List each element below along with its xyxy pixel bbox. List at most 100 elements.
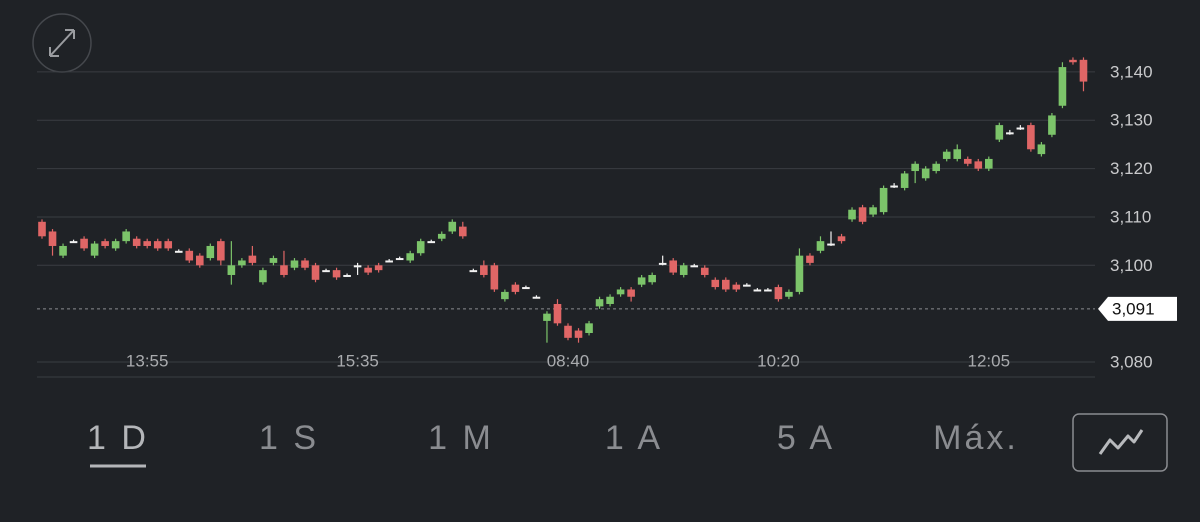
y-tick-label: 3,080 <box>1110 352 1153 371</box>
candle-body <box>1079 59 1088 82</box>
candle-body <box>206 245 215 259</box>
candle-body <box>259 270 267 283</box>
candle-body <box>269 258 278 263</box>
candle-body <box>437 233 446 239</box>
candle-body <box>248 255 257 263</box>
candle-body <box>953 149 962 159</box>
candle-body <box>743 284 751 287</box>
candle-body <box>679 265 688 275</box>
candle-body <box>122 231 130 242</box>
range-button[interactable]: 1 M <box>428 419 494 457</box>
candle-body <box>290 260 299 268</box>
candle-body <box>38 221 46 237</box>
candle-body <box>711 279 720 288</box>
candle-body <box>879 187 888 213</box>
candle-body <box>648 274 656 283</box>
candle-body <box>174 250 183 253</box>
candle-body <box>153 241 162 249</box>
candle-body <box>480 265 488 275</box>
candle-body <box>995 125 1004 140</box>
candle-body <box>911 163 919 172</box>
candle-body <box>595 299 604 307</box>
candle-body <box>637 277 646 285</box>
expand-button[interactable] <box>32 13 92 73</box>
candle-body <box>858 207 867 222</box>
candle-body <box>732 284 741 290</box>
candle-body <box>921 168 930 179</box>
range-button[interactable]: 1 A <box>605 419 663 457</box>
candle-body <box>395 258 404 261</box>
candle-body <box>48 231 57 246</box>
y-tick-label: 3,130 <box>1110 111 1153 130</box>
candle-body <box>101 241 109 246</box>
candle-body <box>1048 115 1056 135</box>
candle-body <box>616 289 625 295</box>
chart-type-icon <box>1098 429 1144 455</box>
candle-body <box>280 265 288 275</box>
candle-body <box>1069 59 1077 63</box>
range-button[interactable]: 5 A <box>777 419 835 457</box>
candle-body <box>974 161 983 169</box>
candle-body <box>238 260 246 266</box>
candle-body <box>627 289 635 297</box>
candle-body <box>59 245 67 256</box>
candle-body <box>301 260 309 268</box>
candle-body <box>322 270 330 273</box>
candle-body <box>932 163 940 172</box>
candle-body <box>985 158 993 169</box>
range-button[interactable]: 1 D <box>87 419 149 457</box>
candle-body <box>90 243 99 256</box>
candle-body <box>469 270 478 273</box>
candle-body <box>416 241 425 254</box>
candle-body <box>827 243 835 246</box>
candle-body <box>795 255 804 292</box>
candle-body <box>806 255 814 263</box>
candle-body <box>459 226 467 237</box>
candle-body <box>764 289 772 292</box>
candle-body <box>585 323 593 334</box>
candle-body <box>406 253 414 261</box>
x-tick-label: 08:40 <box>547 351 590 370</box>
x-tick-label: 15:35 <box>336 351 379 370</box>
candle-body <box>1006 132 1014 135</box>
candle-body <box>511 284 520 292</box>
candle-body <box>364 267 372 273</box>
candle-body <box>311 265 320 280</box>
candle-body <box>785 291 793 297</box>
candle-body <box>963 158 972 164</box>
candle-body <box>606 296 614 304</box>
candle-body <box>700 267 709 275</box>
candle-body <box>522 287 530 290</box>
candle-body <box>564 325 572 338</box>
range-button[interactable]: 1 S <box>259 419 319 457</box>
price-tag-label: 3,091 <box>1112 299 1155 318</box>
range-button[interactable]: Máx. <box>933 419 1019 457</box>
candle-body <box>448 221 457 232</box>
candle-body <box>143 241 151 246</box>
candle-body <box>196 255 204 266</box>
candle-body <box>890 185 898 188</box>
candle-body <box>374 265 383 271</box>
candle-body <box>185 250 194 261</box>
candle-body <box>753 289 762 292</box>
candle-body <box>543 313 551 321</box>
chart-type-button[interactable] <box>1072 413 1168 472</box>
candle-body <box>353 265 362 268</box>
candle-body <box>385 260 393 263</box>
y-tick-label: 3,120 <box>1110 159 1153 178</box>
candle-body <box>848 209 856 220</box>
candle-body <box>942 151 951 159</box>
candle-body <box>658 262 667 265</box>
candle-body <box>111 241 120 249</box>
candle-body <box>80 238 88 249</box>
candle-body <box>669 260 677 273</box>
candle-body <box>553 303 562 324</box>
y-tick-label: 3,100 <box>1110 256 1153 275</box>
candle-body <box>1058 67 1067 106</box>
candle-body <box>332 270 341 278</box>
candle-body <box>501 291 509 300</box>
x-tick-label: 10:20 <box>757 351 800 370</box>
price-tag <box>1098 296 1177 321</box>
candle-body <box>1016 127 1025 130</box>
